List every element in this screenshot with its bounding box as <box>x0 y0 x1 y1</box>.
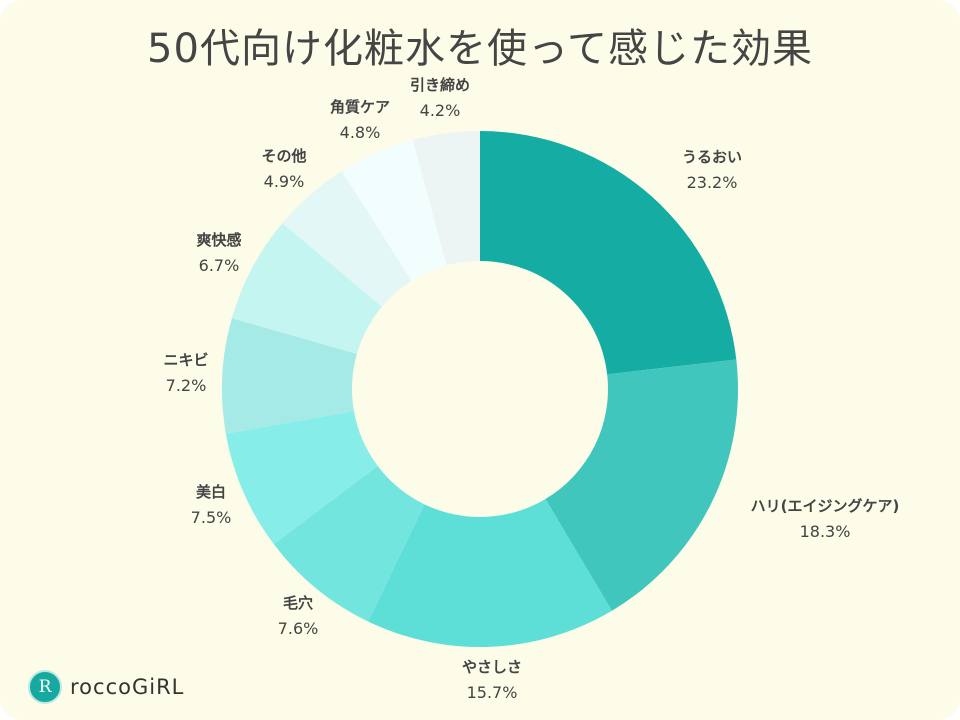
slice-category-label: その他 <box>261 147 307 165</box>
donut-slice <box>368 499 612 647</box>
slice-category-label: 角質ケア <box>329 98 391 116</box>
donut-slice <box>282 171 412 307</box>
slice-label: ニキビ 7.2% <box>163 348 208 398</box>
logo-icon: R <box>28 670 62 704</box>
donut-slice <box>480 131 737 375</box>
slice-label: その他 4.9% <box>261 144 306 194</box>
slice-value-label: 18.3% <box>799 522 851 541</box>
slice-value-label: 4.8% <box>339 123 381 142</box>
logo: R roccoGiRL <box>28 670 184 704</box>
slice-value-label: 7.5% <box>190 508 232 527</box>
slice-category-label: ニキビ <box>163 351 209 369</box>
slice-label: ハリ(エイジングケア) 18.3% <box>751 494 900 544</box>
slice-value-label: 6.7% <box>198 256 240 275</box>
slice-label: 引き締め 4.2% <box>410 73 470 123</box>
slice-category-label: 引き締め <box>409 76 471 94</box>
slice-category-label: ハリ(エイジングケア) <box>750 497 900 515</box>
chart-title: 50代向け化粧水を使って感じた効果 <box>147 26 813 72</box>
slice-label: 美白 7.5% <box>191 480 232 530</box>
donut-slice <box>225 411 378 545</box>
slice-value-label: 4.9% <box>263 172 305 191</box>
slice-category-label: やさしさ <box>461 658 523 676</box>
slice-category-label: 毛穴 <box>282 594 313 612</box>
slice-value-label: 23.2% <box>686 173 738 192</box>
slice-label: うるおい 23.2% <box>682 145 742 195</box>
donut-slice <box>545 359 738 611</box>
donut-slice <box>412 131 480 266</box>
slice-category-label: うるおい <box>681 148 743 166</box>
slice-value-label: 7.6% <box>277 619 319 638</box>
logo-text: roccoGiRL <box>70 675 185 699</box>
slice-value-label: 4.2% <box>419 101 461 120</box>
donut-slice <box>273 465 425 622</box>
donut-slice <box>341 139 447 281</box>
slice-label: 毛穴 7.6% <box>278 591 319 641</box>
slice-value-label: 15.7% <box>466 683 518 702</box>
slice-label: 爽快感 6.7% <box>196 228 241 278</box>
slice-category-label: 美白 <box>195 483 226 501</box>
slice-category-label: 爽快感 <box>196 231 242 249</box>
donut-slice <box>231 223 382 354</box>
donut-slice <box>221 318 357 434</box>
slice-label: 角質ケア 4.8% <box>330 95 390 145</box>
slice-value-label: 7.2% <box>165 376 207 395</box>
slice-label: やさしさ 15.7% <box>462 655 522 705</box>
